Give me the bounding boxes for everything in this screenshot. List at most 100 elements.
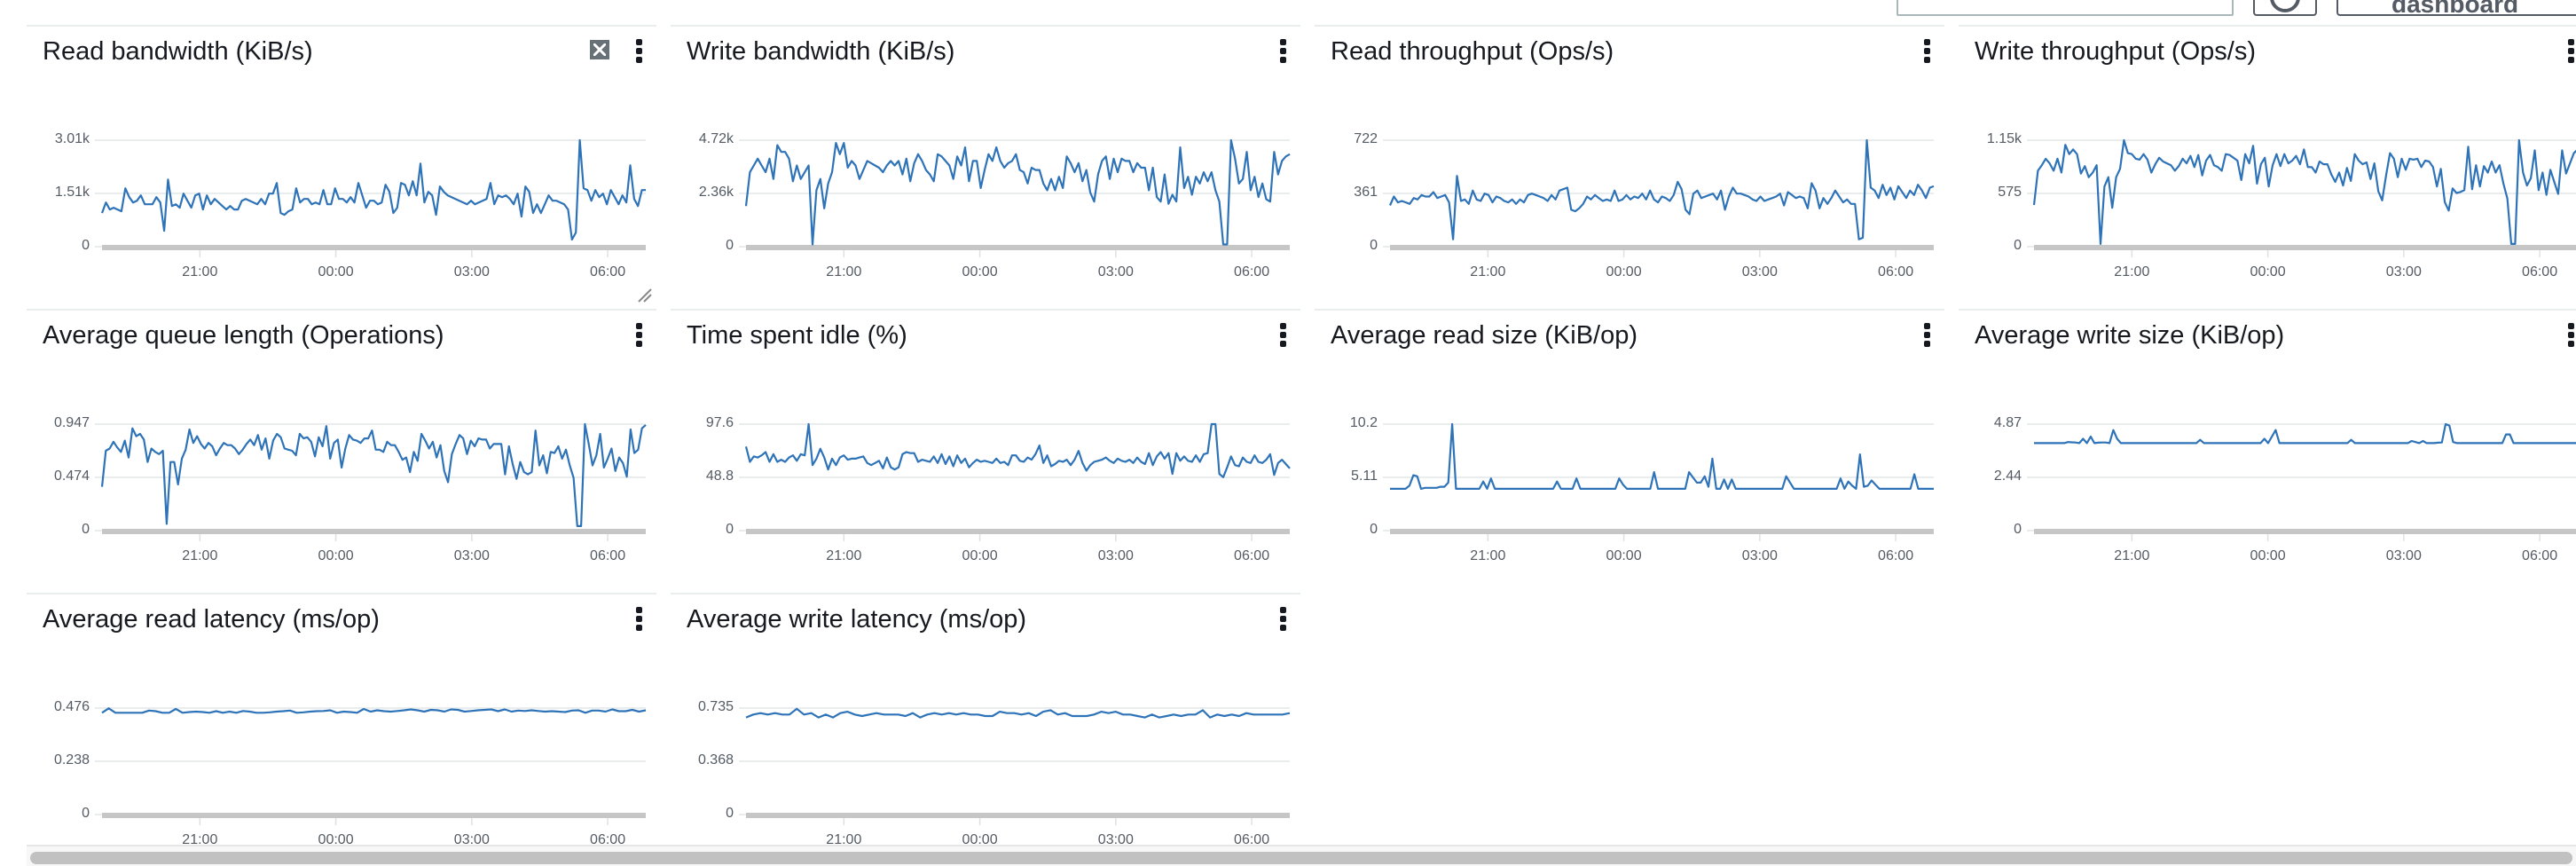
metric-panel-avg-write-size: Average write size (KiB/op) 4.87 2.44 0 21:0… <box>1959 309 2576 593</box>
x-axis-tick-label: 03:00 <box>1741 264 1778 279</box>
more-options-icon[interactable] <box>1277 607 1288 632</box>
y-axis-tick-label: 0 <box>726 806 734 821</box>
metrics-grid: Read bandwidth (KiB/s) 3.01k 1.51k 0 21:00 0… <box>27 25 2576 850</box>
more-options-icon[interactable] <box>633 607 644 632</box>
x-axis-tick-label: 00:00 <box>2250 264 2286 279</box>
x-axis-tick-label: 03:00 <box>2385 264 2422 279</box>
y-axis-tick-label: 0 <box>2014 238 2022 253</box>
time-range-1h[interactable]: 1h <box>1901 0 1948 4</box>
more-options-icon[interactable] <box>1921 323 1932 348</box>
y-axis-tick-label: 48.8 <box>705 468 734 484</box>
y-axis-tick-label: 0.368 <box>697 752 734 768</box>
y-axis-tick-label: 10.2 <box>1349 415 1378 430</box>
y-axis-tick-label: 5.11 <box>1351 468 1378 484</box>
y-axis-tick-label: 1.15k <box>1986 131 2022 146</box>
panel-title: Write throughput (Ops/s) <box>1975 37 2256 66</box>
x-axis-tick-label: 03:00 <box>453 264 490 279</box>
time-range-1w[interactable]: 1w <box>2178 0 2228 4</box>
metric-panel-write-bandwidth: Write bandwidth (KiB/s) 4.72k 2.36k 0 21:00 0… <box>671 25 1300 309</box>
dashboard-toolbar: 1h 3h 12h 1d 3d 1w Add to dashboard <box>1897 0 2576 18</box>
horizontal-scrollbar[interactable] <box>27 845 2576 866</box>
x-axis-tick-label: 03:00 <box>2385 548 2422 563</box>
y-axis-tick-label: 97.6 <box>705 415 734 430</box>
scrollbar-thumb[interactable] <box>30 852 2572 864</box>
panel-title: Time spent idle (%) <box>687 321 907 350</box>
panel-title: Average queue length (Operations) <box>43 321 444 350</box>
x-axis-tick-label: 06:00 <box>1234 548 1270 563</box>
y-axis-tick-label: 0 <box>726 238 734 253</box>
y-axis-tick-label: 2.44 <box>1993 468 2022 484</box>
x-axis-tick-label: 00:00 <box>2250 548 2286 563</box>
line-chart: 0.947 0.474 0 21:00 00:00 03:00 06:00 <box>27 399 656 590</box>
x-axis-tick-label: 06:00 <box>590 832 626 847</box>
expand-icon[interactable] <box>589 39 610 60</box>
y-axis-tick-label: 722 <box>1354 131 1378 146</box>
x-axis-tick-label: 03:00 <box>453 548 490 563</box>
y-axis-tick-label: 0 <box>726 522 734 537</box>
line-chart: 722 361 0 21:00 00:00 03:00 06:00 <box>1315 115 1944 306</box>
more-options-icon[interactable] <box>1277 323 1288 348</box>
refresh-button[interactable] <box>2253 0 2317 16</box>
x-axis-tick-label: 21:00 <box>1470 264 1506 279</box>
y-axis-tick-label: 0 <box>82 522 90 537</box>
y-axis-tick-label: 0 <box>82 806 90 821</box>
time-range-12h[interactable]: 12h <box>2007 0 2067 4</box>
time-range-selector: 1h 3h 12h 1d 3d 1w <box>1897 0 2234 16</box>
y-axis-tick-label: 0.238 <box>53 752 90 768</box>
x-axis-tick-label: 21:00 <box>2114 264 2150 279</box>
panel-title: Average read size (KiB/op) <box>1331 321 1638 350</box>
metric-panel-read-bandwidth: Read bandwidth (KiB/s) 3.01k 1.51k 0 21:00 0… <box>27 25 656 309</box>
x-axis-tick-label: 00:00 <box>1606 264 1642 279</box>
x-axis-tick-label: 00:00 <box>962 548 998 563</box>
line-chart: 3.01k 1.51k 0 21:00 00:00 03:00 06:00 <box>27 115 656 306</box>
x-axis-tick-label: 00:00 <box>318 264 354 279</box>
line-chart: 97.6 48.8 0 21:00 00:00 03:00 06:00 <box>671 399 1300 590</box>
x-axis-tick-label: 06:00 <box>1234 264 1270 279</box>
y-axis-tick-label: 0.476 <box>53 699 90 714</box>
y-axis-tick-label: 0.474 <box>53 468 90 484</box>
y-axis-tick-label: 361 <box>1354 185 1378 200</box>
add-to-dashboard-label: Add to dashboard <box>2391 0 2519 18</box>
y-axis-tick-label: 0 <box>82 238 90 253</box>
x-axis-tick-label: 03:00 <box>1741 548 1778 563</box>
more-options-icon[interactable] <box>1921 39 1932 64</box>
x-axis-tick-label: 21:00 <box>182 832 218 847</box>
x-axis-tick-label: 21:00 <box>182 548 218 563</box>
refresh-icon <box>2270 0 2300 12</box>
x-axis-tick-label: 03:00 <box>453 832 490 847</box>
more-options-icon[interactable] <box>2565 39 2576 64</box>
x-axis-tick-label: 00:00 <box>318 548 354 563</box>
y-axis-tick-label: 0 <box>1370 238 1378 253</box>
x-axis-tick-label: 06:00 <box>2522 264 2558 279</box>
x-axis-tick-label: 06:00 <box>2522 548 2558 563</box>
metric-panel-avg-write-latency: Average write latency (ms/op) 0.735 0.368 0… <box>671 593 1300 866</box>
more-options-icon[interactable] <box>2565 323 2576 348</box>
y-axis-tick-label: 1.51k <box>54 185 90 200</box>
time-range-3h[interactable]: 3h <box>1954 0 2001 4</box>
y-axis-tick-label: 0.947 <box>53 415 90 430</box>
resize-handle-icon[interactable] <box>635 286 653 303</box>
line-chart: 0.735 0.368 0 21:00 00:00 03:00 06:00 <box>671 683 1300 866</box>
x-axis-tick-label: 06:00 <box>590 264 626 279</box>
more-options-icon[interactable] <box>633 323 644 348</box>
time-range-3d[interactable]: 3d <box>2125 0 2172 4</box>
y-axis-tick-label: 2.36k <box>698 185 734 200</box>
panel-title: Read bandwidth (KiB/s) <box>43 37 313 66</box>
time-range-1d[interactable]: 1d <box>2073 0 2120 4</box>
x-axis-tick-label: 21:00 <box>826 548 862 563</box>
x-axis-tick-label: 00:00 <box>1606 548 1642 563</box>
line-chart: 4.72k 2.36k 0 21:00 00:00 03:00 06:00 <box>671 115 1300 306</box>
panel-title: Read throughput (Ops/s) <box>1331 37 1614 66</box>
more-options-icon[interactable] <box>633 39 644 64</box>
line-chart: 10.2 5.11 0 21:00 00:00 03:00 06:00 <box>1315 399 1944 590</box>
x-axis-tick-label: 03:00 <box>1097 832 1134 847</box>
metric-panel-write-throughput: Write throughput (Ops/s) 1.15k 575 0 21:00 00… <box>1959 25 2576 309</box>
line-chart: 0.476 0.238 0 21:00 00:00 03:00 06:00 <box>27 683 656 866</box>
more-options-icon[interactable] <box>1277 39 1288 64</box>
metric-panel-avg-queue-length: Average queue length (Operations) 0.947 0.… <box>27 309 656 593</box>
add-to-dashboard-button[interactable]: Add to dashboard <box>2336 0 2576 18</box>
x-axis-tick-label: 21:00 <box>826 264 862 279</box>
line-chart: 1.15k 575 0 21:00 00:00 03:00 06:00 <box>1959 115 2576 306</box>
y-axis-tick-label: 3.01k <box>54 131 90 146</box>
panel-title: Average write size (KiB/op) <box>1975 321 2285 350</box>
